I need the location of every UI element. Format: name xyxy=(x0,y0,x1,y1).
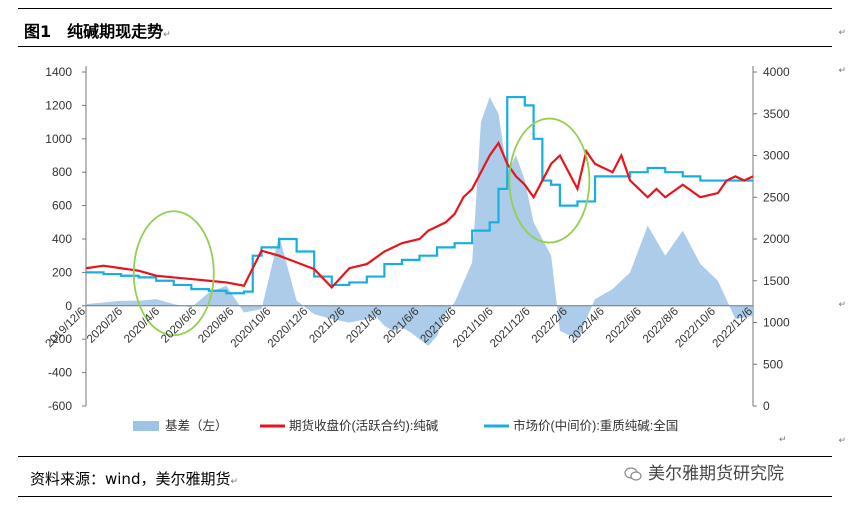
left-tick-label: 0 xyxy=(65,299,72,313)
right-tick-label: 2500 xyxy=(763,190,790,204)
left-tick-label: 600 xyxy=(52,199,72,213)
right-tick-label: 3500 xyxy=(763,107,790,121)
legend-label-futures: 期货收盘价(活跃合约):纯碱 xyxy=(289,418,439,433)
left-tick-label: 1200 xyxy=(45,98,72,112)
brand-name: 美尔雅期货研究院 xyxy=(648,464,784,484)
return-mark: ↵ xyxy=(838,436,846,446)
right-tick-label: 1500 xyxy=(763,274,790,288)
left-tick-label: -600 xyxy=(48,399,72,413)
right-tick-label: 4000 xyxy=(763,65,790,79)
left-tick-label: 1400 xyxy=(45,65,72,79)
spot-price-line xyxy=(86,95,753,295)
bottom-rule xyxy=(18,496,832,497)
plot-area: 1400120010008006004002000-200-400-600400… xyxy=(43,65,790,444)
x-tick-label: 2020/6/6 xyxy=(159,305,199,345)
return-mark: ↵ xyxy=(230,477,239,487)
chart-bottom-rule xyxy=(18,456,832,457)
annotation-circle-1 xyxy=(132,210,215,337)
legend-label-spot: 市场价(中间价):重质纯碱:全国 xyxy=(513,418,678,433)
price-chart: 1400120010008006004002000-200-400-600400… xyxy=(43,65,790,444)
wechat-icon xyxy=(624,467,642,481)
brand-watermark: 美尔雅期货研究院 xyxy=(624,459,784,484)
return-mark: ↵ xyxy=(163,30,171,40)
legend-swatch-basis xyxy=(133,421,159,431)
return-mark: ↵ xyxy=(838,300,846,310)
x-tick-label: 2020/12/6 xyxy=(266,305,311,350)
figure-title: 图1 纯碱期现走势↵ xyxy=(24,18,171,42)
right-tick-label: 2000 xyxy=(763,232,790,246)
left-tick-label: 1000 xyxy=(45,132,72,146)
figure-number: 图1 xyxy=(24,22,52,41)
return-mark: ↵ xyxy=(838,28,846,38)
title-rule xyxy=(18,46,832,47)
top-rule xyxy=(18,8,832,9)
left-tick-label: 800 xyxy=(52,165,72,179)
x-tick-label: 2022/6/6 xyxy=(604,305,644,345)
left-tick-label: 400 xyxy=(52,232,72,246)
annotation-circle-2 xyxy=(508,117,591,244)
left-tick-label: -200 xyxy=(48,332,72,346)
right-tick-label: 500 xyxy=(763,357,783,371)
x-tick-label: 2021/12/6 xyxy=(488,305,533,350)
futures-price-line xyxy=(85,140,754,290)
left-tick-label: -400 xyxy=(48,366,72,380)
return-mark: ↵ xyxy=(779,434,787,444)
right-tick-label: 3000 xyxy=(763,149,790,163)
source-note: 资料来源：wind，美尔雅期货↵ xyxy=(30,468,238,489)
return-mark: ↵ xyxy=(838,66,846,76)
figure-title-text: 纯碱期现走势 xyxy=(67,22,164,41)
right-tick-label: 1000 xyxy=(763,316,790,330)
x-tick-label: 2020/2/6 xyxy=(85,305,125,345)
right-tick-label: 0 xyxy=(763,399,770,413)
left-tick-label: 200 xyxy=(52,265,72,279)
basis-area xyxy=(86,97,753,346)
legend-label-basis: 基差（左） xyxy=(165,418,228,433)
source-text: 资料来源：wind，美尔雅期货 xyxy=(30,470,231,488)
